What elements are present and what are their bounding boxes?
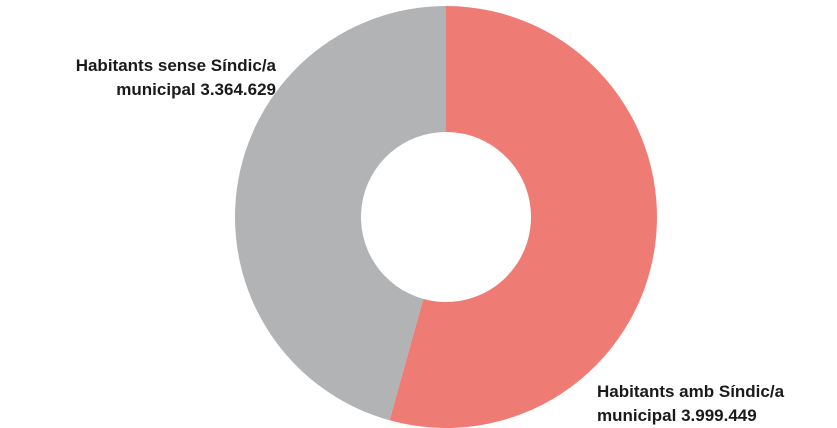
label-habitants-sense-line2: municipal 3.364.629 <box>116 80 276 99</box>
slice-habitants-amb <box>389 6 657 428</box>
label-habitants-amb: Habitants amb Síndic/a municipal 3.999.4… <box>597 380 784 428</box>
label-habitants-sense: Habitants sense Síndic/a municipal 3.364… <box>76 54 276 102</box>
label-habitants-amb-line1: Habitants amb Síndic/a <box>597 382 785 401</box>
label-habitants-amb-line2: municipal 3.999.449 <box>597 406 757 425</box>
label-habitants-sense-line1: Habitants sense Síndic/a <box>75 56 276 75</box>
slice-habitants-sense <box>234 6 446 421</box>
